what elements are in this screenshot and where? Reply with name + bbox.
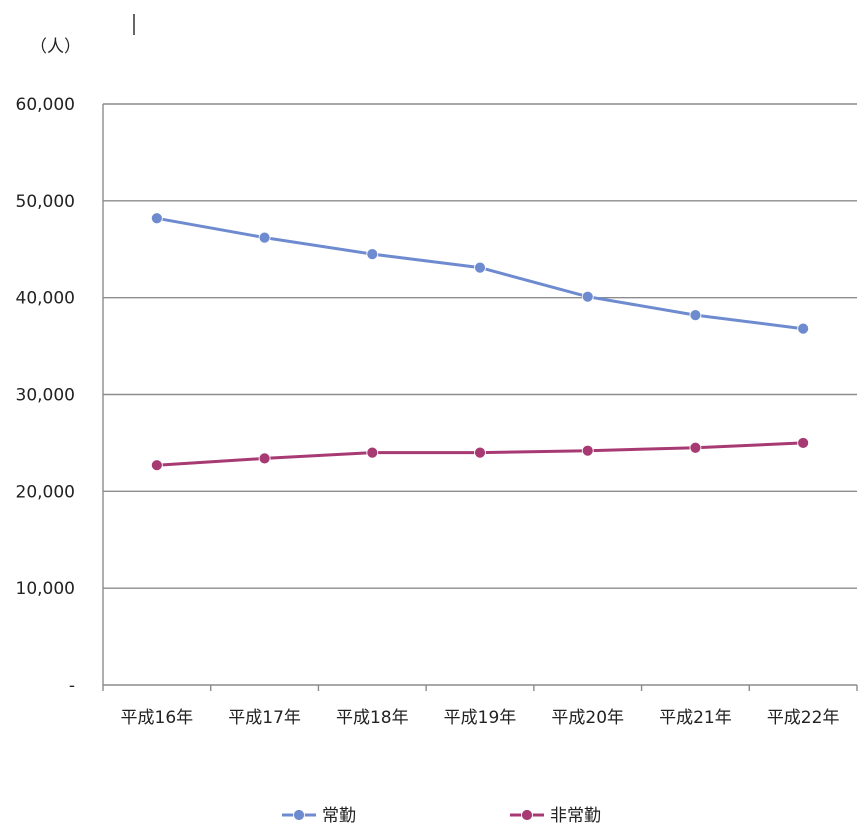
y-tick-label: 60,000 xyxy=(16,95,75,115)
data-point xyxy=(474,261,486,274)
data-point xyxy=(689,309,702,321)
x-tick-label: 平成19年 xyxy=(444,708,517,728)
y-tick-label: 40,000 xyxy=(16,289,75,309)
data-point xyxy=(258,452,271,465)
data-point xyxy=(258,231,271,244)
x-tick-label: 平成18年 xyxy=(336,708,409,728)
data-point xyxy=(366,446,379,459)
legend-item: 常勤 xyxy=(282,806,356,826)
x-tick-label: 平成20年 xyxy=(551,708,624,728)
legend-item: 非常勤 xyxy=(510,806,601,826)
data-point xyxy=(797,437,810,449)
x-tick-label: 平成16年 xyxy=(121,708,194,728)
x-tick-label: 平成17年 xyxy=(228,708,301,728)
y-tick-label: 50,000 xyxy=(16,192,75,212)
y-tick-label: 10,000 xyxy=(16,579,75,599)
data-point xyxy=(150,459,163,472)
y-tick-label: - xyxy=(69,676,75,696)
data-point xyxy=(689,441,702,454)
legend-label: 非常勤 xyxy=(550,806,601,826)
y-tick-label: 30,000 xyxy=(16,386,75,406)
data-point xyxy=(797,322,810,335)
data-point xyxy=(581,290,594,303)
legend-swatch-marker xyxy=(293,809,305,821)
data-point xyxy=(474,446,486,459)
y-unit-label: （人） xyxy=(30,37,81,57)
data-point xyxy=(150,212,163,225)
data-point xyxy=(366,248,379,260)
legend-swatch-marker xyxy=(521,809,533,821)
x-tick-label: 平成22年 xyxy=(767,708,840,728)
y-tick-label: 20,000 xyxy=(16,482,75,502)
legend-label: 常勤 xyxy=(322,806,356,826)
data-point xyxy=(581,444,594,457)
x-tick-label: 平成21年 xyxy=(659,708,732,728)
